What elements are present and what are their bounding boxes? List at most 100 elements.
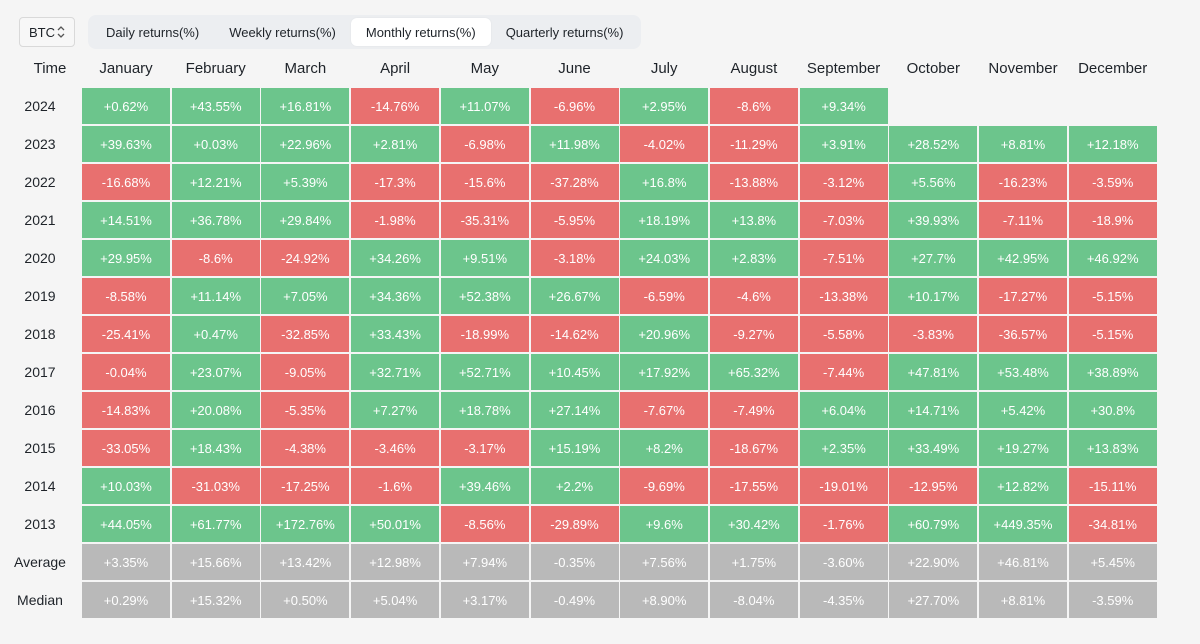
heatmap-cell: -15.6% [440,164,529,200]
heatmap-cell: -8.6% [709,88,798,124]
heatmap-cell: +0.29% [82,582,170,618]
heatmap-cell: +33.49% [889,430,978,466]
column-header-february: February [185,59,246,77]
heatmap-cell: -13.38% [799,278,888,314]
heatmap-cell: +0.47% [171,316,260,352]
heatmap-cell: -8.56% [440,506,529,542]
heatmap-cell: +3.91% [799,126,888,162]
heatmap-cell: +7.27% [351,392,440,428]
heatmap-cell: -5.95% [530,202,619,238]
heatmap-cell: +52.71% [440,354,529,390]
row-label-2013: 2013 [24,516,56,532]
heatmap-cell: +36.78% [171,202,260,238]
heatmap-cell: -4.38% [261,430,350,466]
heatmap-cell: +10.45% [530,354,619,390]
tab-quarterly-returns[interactable]: Quarterly returns(%) [491,18,639,46]
heatmap-cell: +0.50% [261,582,350,618]
heatmap-cell: +8.81% [979,126,1067,162]
heatmap-cell: -17.25% [261,468,350,504]
heatmap-cell: -6.98% [440,126,529,162]
heatmap-cell: -24.92% [261,240,350,276]
tab-monthly-returns[interactable]: Monthly returns(%) [350,18,491,46]
asset-select[interactable]: BTC [19,17,75,47]
heatmap-cell: +5.42% [979,392,1067,428]
heatmap-cell: -19.01% [799,468,888,504]
tab-label: Quarterly returns(%) [505,24,624,40]
heatmap-cell: -9.69% [620,468,709,504]
heatmap-cell: +2.95% [620,88,709,124]
column-header-may: May [470,59,499,77]
heatmap-cell: +2.35% [799,430,888,466]
heatmap-cell: -16.23% [979,164,1067,200]
heatmap-cell: -4.35% [799,582,888,618]
heatmap-cell: +5.45% [1068,544,1157,580]
heatmap-cell: +6.04% [799,392,888,428]
heatmap-cell: -3.60% [799,544,888,580]
heatmap-cell: -9.05% [261,354,350,390]
heatmap-cell: +8.90% [620,582,709,618]
heatmap-cell: +43.55% [171,88,260,124]
heatmap-cell: -4.02% [620,126,709,162]
column-header-september: September [806,59,881,77]
heatmap-cell: +18.19% [620,202,709,238]
heatmap-cell: +3.35% [82,544,170,580]
heatmap-cell: +34.26% [351,240,440,276]
heatmap-cell: -1.76% [799,506,888,542]
heatmap-cell: +26.67% [530,278,619,314]
heatmap-cell: -0.49% [530,582,619,618]
heatmap-cell: +46.92% [1068,240,1157,276]
heatmap-cell: +8.2% [620,430,709,466]
heatmap-cell: -12.95% [889,468,978,504]
heatmap-cell: -7.11% [979,202,1067,238]
heatmap-cell: -3.12% [799,164,888,200]
heatmap-cell: -18.9% [1068,202,1157,238]
heatmap-cell: -1.98% [351,202,440,238]
column-header-april: April [380,59,411,77]
heatmap-cell: +1.75% [709,544,798,580]
heatmap-cell: +22.96% [261,126,350,162]
heatmap-cell: -33.05% [82,430,170,466]
tab-daily-returns[interactable]: Daily returns(%) [91,18,214,46]
row-label-2018: 2018 [24,326,56,342]
heatmap-cell: +17.92% [620,354,709,390]
heatmap-cell: +13.83% [1068,430,1157,466]
heatmap-cell: +2.81% [351,126,440,162]
heatmap-cell: +7.05% [261,278,350,314]
row-label-2016: 2016 [24,402,56,418]
column-header-november: November [988,59,1058,77]
heatmap-cell: -7.51% [799,240,888,276]
corner-label: Time [33,59,67,77]
heatmap-cell: -14.76% [351,88,440,124]
heatmap-cell: +8.81% [979,582,1067,618]
heatmap-cell: +47.81% [889,354,978,390]
heatmap-cell: -7.44% [799,354,888,390]
heatmap-cell: +9.6% [620,506,709,542]
heatmap-cell: +2.2% [530,468,619,504]
heatmap-cell: -1.6% [351,468,440,504]
row-label-2023: 2023 [24,136,56,152]
row-label-2021: 2021 [24,212,56,228]
heatmap-cell: +16.8% [620,164,709,200]
heatmap-cell: -3.17% [440,430,529,466]
heatmap-cell: +11.14% [171,278,260,314]
heatmap-cell: +27.14% [530,392,619,428]
heatmap-cell: +18.43% [171,430,260,466]
heatmap-cell: -13.88% [709,164,798,200]
heatmap-cell: +7.56% [620,544,709,580]
heatmap-cell: -35.31% [440,202,529,238]
heatmap-cell: +52.38% [440,278,529,314]
tab-weekly-returns[interactable]: Weekly returns(%) [214,18,351,46]
heatmap-cell: +46.81% [979,544,1067,580]
heatmap-cell: +16.81% [261,88,350,124]
heatmap-cell: +15.19% [530,430,619,466]
heatmap-cell: -15.11% [1068,468,1157,504]
heatmap-cell: -7.03% [799,202,888,238]
heatmap-cell: +39.93% [889,202,978,238]
heatmap-cell: +12.18% [1068,126,1157,162]
heatmap-cell: -17.27% [979,278,1067,314]
heatmap-cell: -8.04% [709,582,798,618]
heatmap-cell: +27.7% [889,240,978,276]
row-label-2020: 2020 [24,250,56,266]
column-header-january: January [99,59,153,77]
heatmap-cell: -8.58% [82,278,170,314]
